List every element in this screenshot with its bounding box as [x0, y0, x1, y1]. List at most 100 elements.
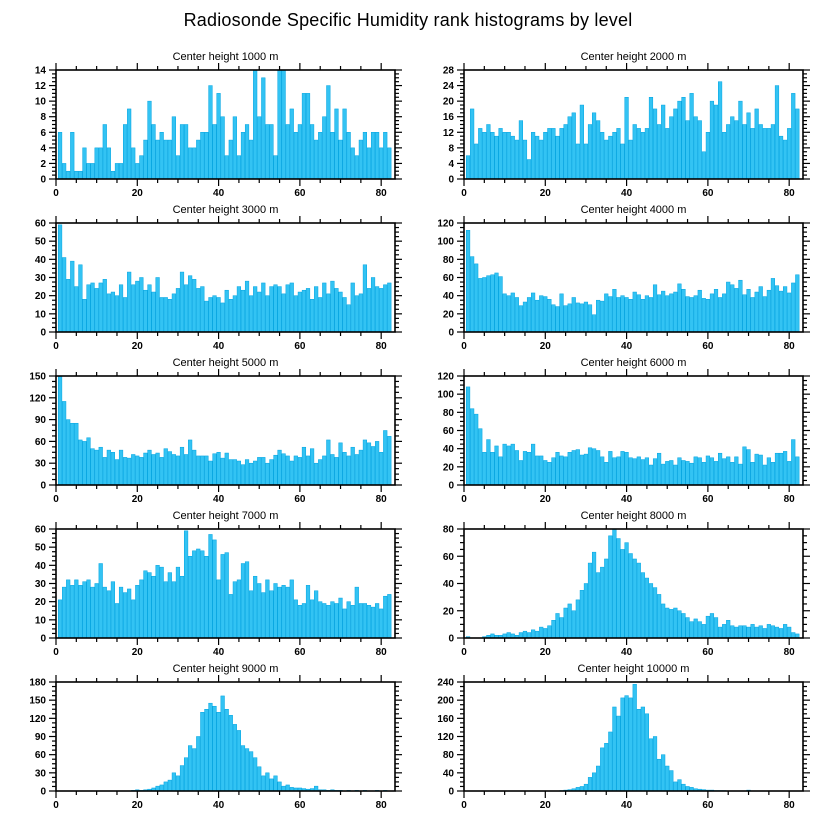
x-axis: 0 20 40 60 80: [53, 675, 387, 809]
bar: [632, 124, 637, 180]
bar: [123, 124, 128, 180]
bar: [370, 132, 376, 180]
bar: [249, 139, 254, 180]
bar: [342, 297, 347, 333]
y-tick-label: 2: [40, 159, 46, 170]
x-tick-label: 20: [540, 494, 552, 503]
bar: [608, 535, 613, 639]
bar: [94, 288, 99, 333]
bar: [224, 552, 229, 639]
bar: [342, 452, 347, 486]
bar: [163, 448, 168, 486]
bar: [346, 132, 351, 180]
bar: [795, 456, 800, 486]
bar: [742, 124, 747, 180]
bar: [387, 147, 392, 180]
y-axis: 0 20 40 60 80 100 120: [437, 219, 810, 339]
bar: [147, 572, 152, 639]
bar: [110, 170, 115, 180]
bar: [236, 730, 241, 792]
bar: [188, 275, 193, 333]
x-tick-label: 80: [376, 647, 388, 656]
bar: [673, 291, 678, 333]
bar: [596, 299, 601, 333]
panel-title: Center height 3000 m: [173, 204, 279, 216]
bar: [66, 419, 71, 486]
bar: [277, 781, 282, 792]
bar: [628, 697, 633, 792]
bar: [518, 305, 523, 333]
bar: [285, 284, 290, 333]
bar: [644, 295, 649, 333]
bar: [640, 572, 645, 639]
bar: [118, 586, 124, 639]
bar: [657, 452, 662, 486]
bar: [616, 297, 621, 333]
bar: [273, 454, 278, 486]
bar: [200, 455, 205, 486]
bar: [547, 299, 552, 333]
bar: [555, 452, 560, 486]
x-tick-label: 80: [784, 800, 796, 809]
bar: [249, 751, 254, 792]
bar: [600, 566, 605, 639]
histogram-panel-1000m: Center height 1000 m 0 20 40 60 80 0 2 4 6 8 10 12 14: [35, 51, 402, 197]
bar: [297, 291, 302, 333]
bar: [240, 563, 246, 639]
bar: [70, 585, 75, 639]
bar: [106, 293, 111, 333]
bar: [583, 583, 589, 639]
bar: [273, 583, 278, 639]
bar: [354, 586, 359, 639]
bar: [701, 624, 706, 639]
bar: [57, 224, 63, 333]
bar: [318, 459, 323, 486]
bar: [510, 135, 515, 180]
bar: [665, 295, 670, 333]
bar: [330, 454, 335, 486]
bar: [482, 452, 487, 486]
bar: [697, 621, 702, 639]
y-tick-label: 30: [35, 273, 47, 284]
bar: [375, 603, 380, 639]
bar: [78, 585, 83, 639]
bar: [526, 452, 532, 486]
bar: [370, 446, 376, 486]
x-tick-label: 40: [621, 800, 633, 809]
bar: [705, 615, 710, 639]
bar: [575, 449, 580, 486]
bar: [624, 297, 629, 333]
bar: [754, 108, 759, 180]
bar: [657, 758, 662, 792]
y-tick-label: 50: [35, 543, 47, 554]
y-tick-label: 0: [448, 481, 454, 492]
bar: [661, 104, 666, 180]
bar: [531, 443, 536, 486]
bar: [567, 603, 572, 639]
bar: [657, 124, 662, 180]
bar: [579, 303, 584, 333]
bar: [78, 439, 83, 486]
x-tick-label: 80: [784, 647, 796, 656]
bar: [265, 772, 270, 792]
bar: [228, 459, 233, 486]
bar: [571, 297, 576, 333]
bar: [370, 606, 376, 639]
bar: [673, 607, 678, 639]
bar: [220, 457, 225, 486]
bar: [326, 439, 331, 486]
bars: [465, 386, 800, 486]
bar: [273, 775, 278, 792]
bar: [305, 93, 311, 180]
bar: [131, 147, 136, 180]
x-tick-label: 20: [540, 188, 552, 197]
y-tick-label: 80: [443, 408, 455, 419]
bar: [596, 572, 601, 639]
bar: [722, 458, 727, 486]
bar: [358, 293, 363, 333]
bar: [632, 558, 637, 639]
bar: [151, 454, 156, 486]
bar: [510, 292, 515, 333]
bar: [147, 284, 152, 333]
bar: [208, 85, 213, 180]
